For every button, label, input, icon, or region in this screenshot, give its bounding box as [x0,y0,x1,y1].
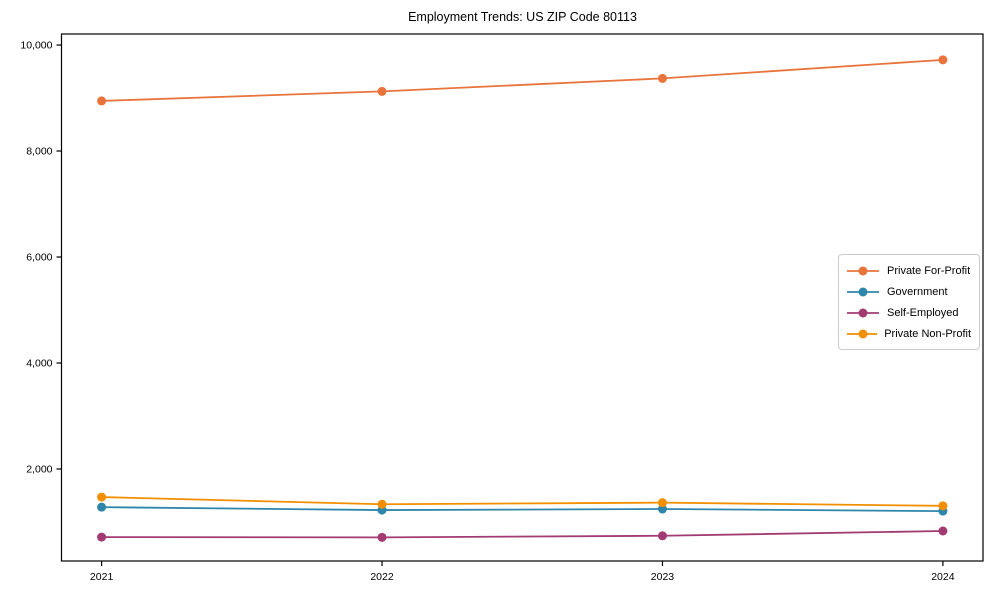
legend-marker-icon [847,287,879,296]
legend-label: Private For-Profit [887,264,971,277]
series-marker [97,532,107,542]
series-line [101,496,943,507]
y-tick-label: 2,000 [26,463,52,475]
legend-item-private-for-profit: Private For-Profit [846,260,971,281]
series-marker [657,498,667,508]
series-marker [377,86,387,96]
series-marker [377,499,387,509]
x-tick-label: 2023 [651,571,675,583]
x-tick-label: 2022 [370,571,394,583]
series-marker [657,73,667,83]
series-line [101,530,943,539]
legend-item-government: Government [846,281,971,302]
x-tick-label: 2024 [931,571,955,583]
series-marker [97,502,107,512]
axes-frame [60,33,984,562]
series-marker [97,96,107,106]
series-marker [938,526,948,536]
y-tick-label: 10,000 [20,40,52,52]
series-marker [657,504,667,514]
x-tick-label: 2021 [90,571,114,583]
legend-item-self-employed: Self-Employed [846,302,971,323]
legend-item-private-non-profit: Private Non-Profit [846,323,971,344]
legend-marker-icon [847,266,879,275]
legend-label: Government [887,285,948,298]
series-marker [377,532,387,542]
legend-marker-icon [847,329,878,338]
series-line [101,506,943,513]
legend-label: Private Non-Profit [884,327,971,340]
y-tick-label: 4,000 [26,358,52,370]
series-marker [938,501,948,511]
series-marker [97,492,107,502]
legend-marker-icon [847,308,879,317]
series-marker [657,531,667,541]
series-marker [938,55,948,65]
series-line [101,58,943,102]
legend: Private For-Profit Government Self-Employe… [838,254,980,350]
chart-title: Employment Trends: US ZIP Code 80113 [408,10,637,24]
y-tick-label: 6,000 [26,252,52,264]
legend-label: Self-Employed [887,306,959,319]
y-tick-label: 8,000 [26,146,52,158]
